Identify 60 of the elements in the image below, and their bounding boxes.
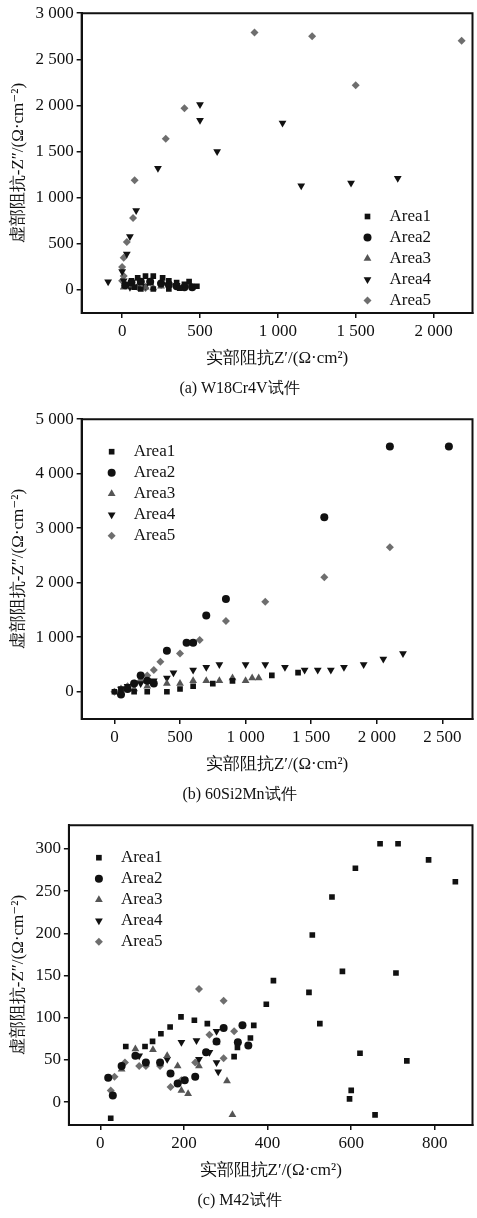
y-tick-label: 2 000 — [35, 94, 74, 114]
legend-label: Area3 — [120, 889, 163, 909]
x-tick-label: 0 — [96, 1132, 105, 1152]
legend-label: Area4 — [120, 910, 163, 930]
x-axis-title: 实部阻抗Z′/(Ω·cm²) — [205, 754, 349, 774]
legend-label: Area5 — [389, 289, 432, 309]
x-tick-label: 2 000 — [414, 320, 453, 340]
y-axis-title: 虚部阻抗-Z″/(Ω·cm⁻²) — [7, 894, 27, 1056]
y-tick-label: 100 — [35, 1007, 61, 1027]
y-tick-label: 3 000 — [35, 2, 74, 22]
x-tick-label: 2 500 — [423, 726, 462, 746]
legend-label: Area2 — [120, 868, 163, 888]
y-tick-label: 0 — [65, 279, 74, 299]
x-tick-label: 400 — [254, 1132, 281, 1152]
x-tick-label: 0 — [110, 726, 119, 746]
legend-label: Area1 — [120, 847, 163, 867]
y-tick-label: 500 — [48, 233, 74, 253]
y-tick-label: 250 — [35, 880, 61, 900]
y-tick-label: 0 — [65, 681, 74, 701]
legend-label: Area4 — [133, 504, 176, 524]
legend-label: Area2 — [389, 226, 432, 246]
x-tick-label: 500 — [167, 726, 193, 746]
legend-label: Area1 — [389, 205, 432, 225]
y-tick-label: 50 — [43, 1049, 61, 1069]
x-tick-label: 1 000 — [226, 726, 265, 746]
x-tick-label: 1 500 — [292, 726, 331, 746]
x-tick-label: 2 000 — [357, 726, 396, 746]
x-tick-label: 1 000 — [258, 320, 297, 340]
y-tick-label: 3 000 — [35, 517, 74, 537]
y-tick-label: 150 — [35, 964, 61, 984]
y-tick-label: 2 000 — [35, 572, 74, 592]
x-tick-label: 0 — [117, 320, 127, 340]
text: (c) M42试件 — [197, 1190, 282, 1209]
legend-label: Area5 — [133, 525, 176, 545]
x-tick-label: 500 — [187, 320, 213, 340]
y-tick-label: 1 000 — [35, 626, 74, 646]
x-tick-label: 800 — [422, 1132, 448, 1152]
y-tick-label: 0 — [52, 1091, 61, 1111]
legend-label: Area3 — [133, 483, 176, 503]
x-tick-label: 600 — [338, 1132, 364, 1152]
x-axis-title: 实部阻抗Z′/(Ω·cm²) — [199, 1160, 342, 1180]
legend-label: Area1 — [133, 441, 176, 461]
legend-label: Area3 — [389, 247, 432, 267]
legend-label: Area2 — [133, 462, 176, 482]
legend-label: Area4 — [389, 268, 432, 288]
y-tick-label: 300 — [35, 838, 61, 858]
text: (a) W18Cr4V试件 — [179, 378, 300, 397]
y-tick-label: 2 500 — [35, 48, 74, 68]
x-tick-label: 1 500 — [336, 320, 375, 340]
y-axis-title: 虚部阻抗-Z″/(Ω·cm⁻²) — [7, 82, 27, 244]
text: (b) 60Si2Mn试件 — [182, 784, 297, 803]
y-tick-label: 4 000 — [35, 463, 74, 483]
y-tick-label: 200 — [35, 922, 61, 942]
y-tick-label: 5 000 — [35, 408, 74, 428]
y-axis-title: 虚部阻抗-Z″/(Ω·cm⁻²) — [7, 488, 27, 650]
y-tick-label: 1 000 — [35, 187, 74, 207]
x-tick-label: 200 — [171, 1132, 197, 1152]
legend-label: Area5 — [120, 931, 163, 951]
y-tick-label: 1 500 — [35, 141, 74, 161]
x-axis-title: 实部阻抗Z′/(Ω·cm²) — [205, 348, 349, 368]
